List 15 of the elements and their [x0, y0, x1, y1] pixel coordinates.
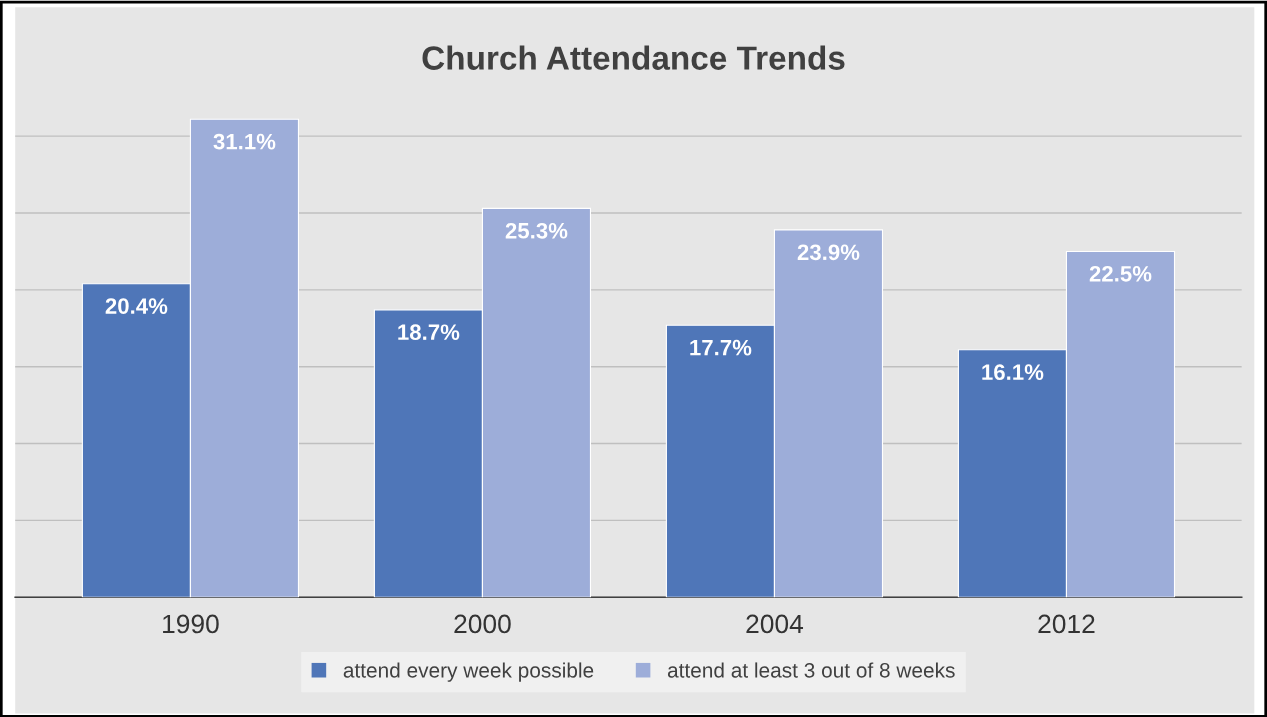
x-tick-label: 2000	[454, 614, 511, 634]
data-label: 22.5%	[1089, 265, 1152, 282]
x-tick-label: 2004	[746, 614, 804, 634]
data-label: 31.1%	[213, 133, 276, 150]
data-label: 16.1%	[982, 364, 1044, 381]
x-tick-label: 1990	[163, 614, 219, 634]
legend-label: attend at least 3 out of 8 weeks	[667, 662, 955, 678]
data-label: 17.7%	[690, 339, 752, 356]
data-label: 25.3%	[505, 222, 568, 239]
data-label: 23.9%	[797, 244, 860, 261]
data-label: 20.4%	[105, 298, 168, 314]
x-tick-label: 2012	[1038, 614, 1095, 634]
data-label: 18.7%	[398, 324, 460, 341]
legend-label: attend every week possible	[343, 662, 594, 682]
chart-title: Church Attendance Trends	[422, 45, 845, 70]
